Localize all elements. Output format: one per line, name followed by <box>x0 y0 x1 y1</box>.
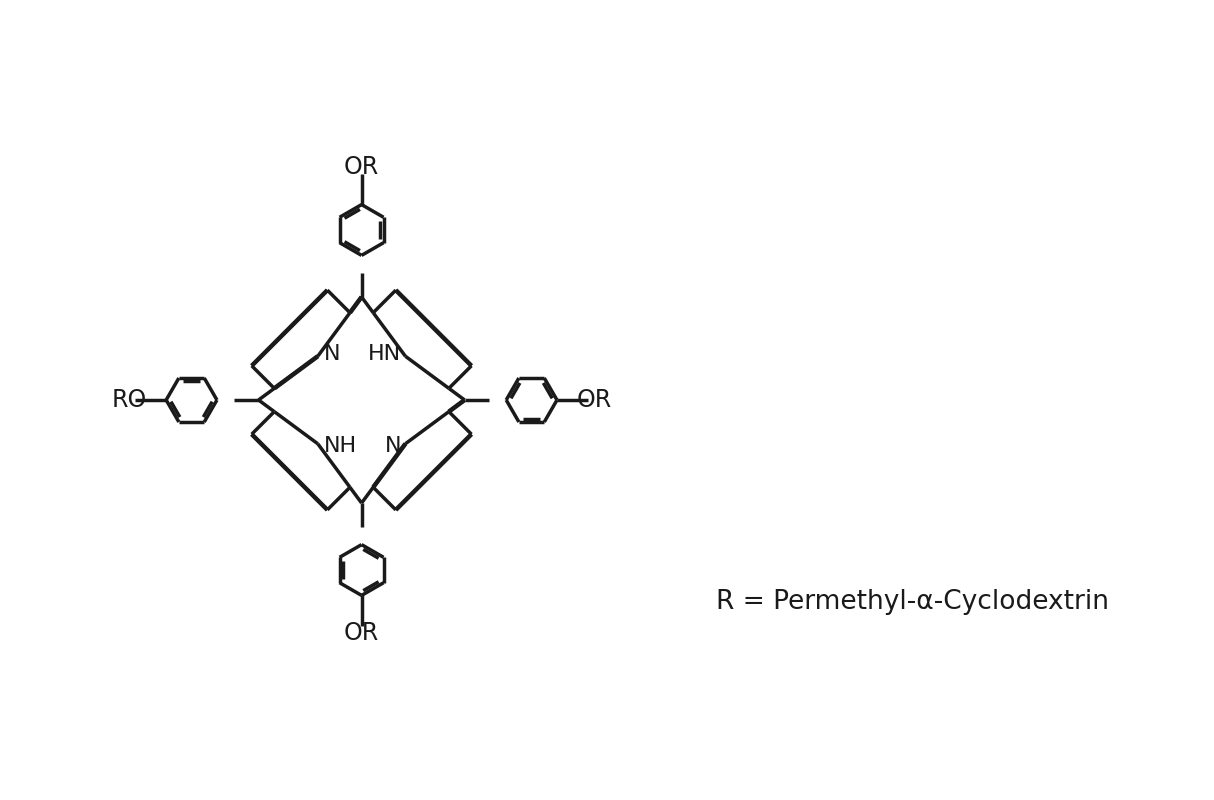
Text: HN: HN <box>368 344 402 364</box>
Text: OR: OR <box>577 388 612 412</box>
Text: RO: RO <box>112 388 147 412</box>
Text: OR: OR <box>344 155 379 179</box>
Text: N: N <box>324 344 340 364</box>
Text: OR: OR <box>344 621 379 645</box>
Text: N: N <box>385 436 402 456</box>
Text: NH: NH <box>324 436 357 456</box>
Text: R = Permethyl-α-Cyclodextrin: R = Permethyl-α-Cyclodextrin <box>715 589 1108 615</box>
